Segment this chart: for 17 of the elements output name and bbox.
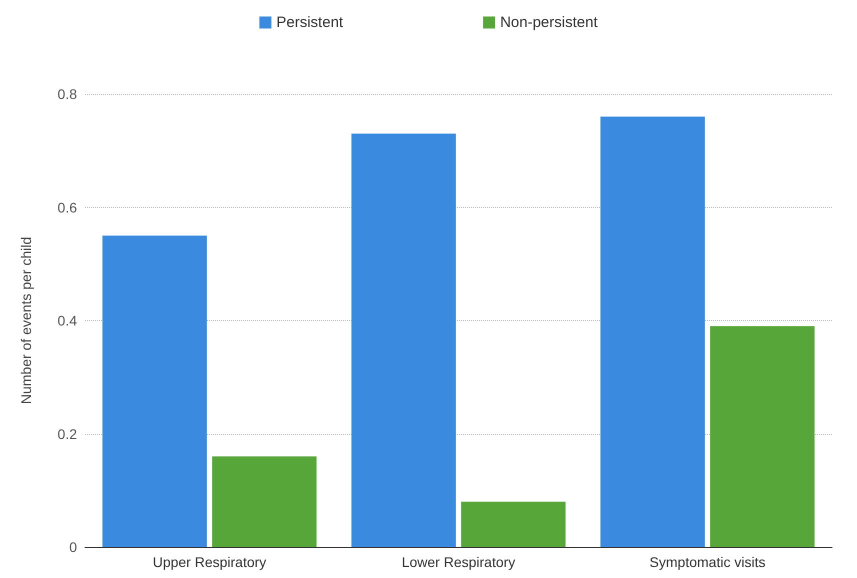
y-axis-title: Number of events per child: [18, 236, 34, 404]
bar: [102, 236, 207, 547]
bar: [351, 134, 456, 547]
y-tick-label: 0.4: [58, 312, 78, 328]
x-tick-label: Symptomatic visits: [650, 554, 766, 570]
x-tick-label: Lower Respiratory: [402, 554, 516, 570]
y-tick-label: 0: [69, 539, 78, 555]
y-tick-label: 0.2: [58, 426, 78, 442]
bar: [600, 116, 705, 547]
legend-label: Persistent: [276, 14, 344, 31]
x-tick-label: Upper Respiratory: [152, 554, 266, 570]
bar: [212, 456, 317, 547]
bar: [710, 326, 815, 547]
legend-label: Non-persistent: [500, 14, 598, 31]
y-tick-label: 0.8: [58, 86, 78, 102]
y-tick-label: 0.6: [58, 199, 78, 216]
bar: [461, 502, 566, 547]
